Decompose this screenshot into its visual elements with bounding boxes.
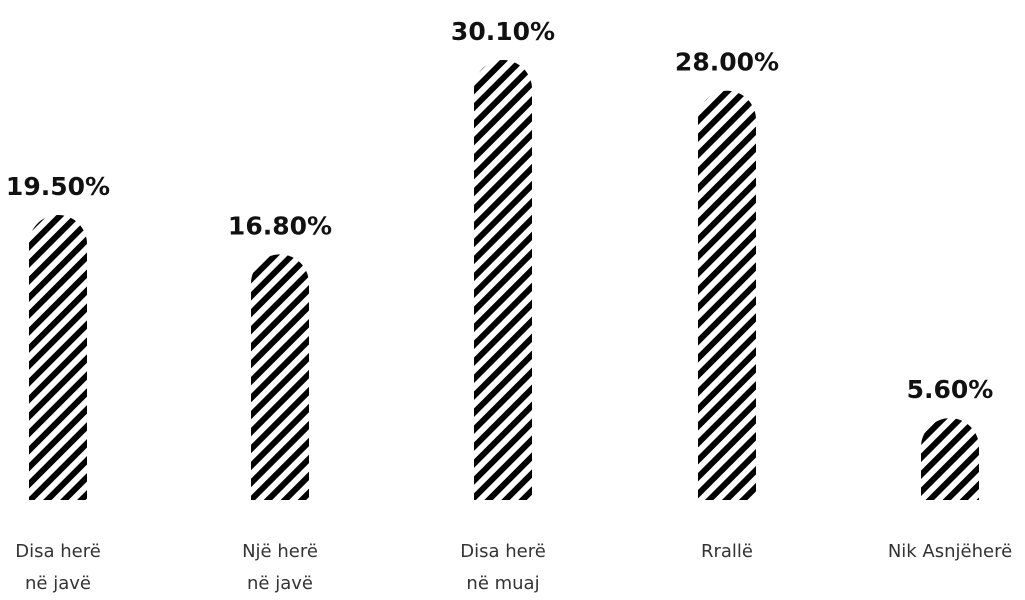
bar-4 [698, 90, 756, 500]
category-label-1-line-2: në javë [25, 573, 91, 594]
value-labels-group: 19.50% 16.80% 30.10% 28.00% 5.60% [6, 17, 993, 404]
category-label-3: Disa herë në muaj [460, 541, 546, 594]
category-label-2: Një herë në javë [242, 541, 318, 594]
category-label-5: Nik Asnjëherë [888, 541, 1012, 562]
value-label-1: 19.50% [6, 172, 110, 201]
bar-2 [251, 254, 309, 500]
value-label-2: 16.80% [228, 211, 332, 240]
category-label-2-line-2: në javë [247, 573, 313, 594]
category-label-1-line-1: Disa herë [15, 541, 101, 562]
category-label-5-line-1: Nik Asnjëherë [888, 541, 1012, 562]
category-label-3-line-1: Disa herë [460, 541, 546, 562]
category-label-1: Disa herë në javë [15, 541, 101, 594]
bar-1 [29, 214, 87, 500]
value-label-5: 5.60% [907, 375, 994, 404]
category-label-4-line-1: Rrallë [701, 541, 753, 562]
category-label-3-line-2: në muaj [466, 573, 539, 594]
category-label-4: Rrallë [701, 541, 753, 562]
bars-group [29, 60, 979, 500]
value-label-3: 30.10% [451, 17, 555, 46]
bar-3 [474, 60, 532, 500]
value-label-4: 28.00% [675, 48, 779, 77]
bar-5 [921, 418, 979, 500]
category-label-2-line-1: Një herë [242, 541, 318, 562]
